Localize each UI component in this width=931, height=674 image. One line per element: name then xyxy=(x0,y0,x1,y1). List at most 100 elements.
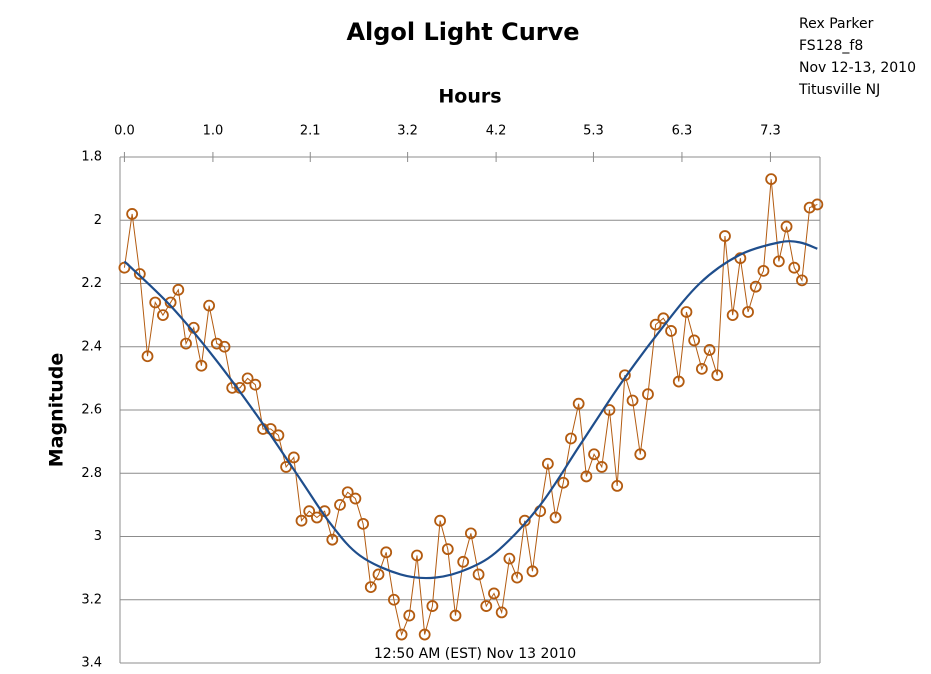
data-point xyxy=(665,325,677,337)
data-point xyxy=(811,198,824,211)
annotation: FS128_f8 xyxy=(799,38,863,54)
data-point xyxy=(796,274,808,287)
data-point xyxy=(695,362,708,375)
data-point xyxy=(649,318,662,331)
y-tick-label: 2.6 xyxy=(81,403,102,418)
data-point xyxy=(364,581,377,593)
data-point xyxy=(557,476,570,489)
x-tick-label: 3.2 xyxy=(397,124,418,139)
data-point xyxy=(618,369,631,382)
data-point xyxy=(441,543,454,556)
data-point xyxy=(742,306,754,318)
data-point xyxy=(426,600,439,612)
data-point xyxy=(272,429,285,442)
data-point xyxy=(526,565,539,578)
data-point xyxy=(749,280,762,293)
y-tick-label: 2.8 xyxy=(81,466,102,481)
data-point xyxy=(626,394,639,407)
data-point xyxy=(464,527,477,540)
y-axis-title: Magnitude xyxy=(46,353,68,467)
data-point xyxy=(349,492,362,505)
data-point xyxy=(565,432,577,445)
data-point xyxy=(164,296,177,309)
data-point xyxy=(449,609,462,622)
data-point xyxy=(580,470,593,483)
data-point xyxy=(210,337,223,350)
data-point xyxy=(511,571,523,584)
data-point xyxy=(495,606,508,619)
data-point xyxy=(488,587,500,600)
data-point xyxy=(642,388,654,401)
x-tick-label: 4.2 xyxy=(486,124,507,139)
data-point xyxy=(634,448,647,461)
data-point xyxy=(287,451,300,464)
data-point xyxy=(295,514,308,527)
data-point xyxy=(595,461,608,473)
y-tick-label: 3 xyxy=(94,529,102,544)
data-point xyxy=(603,404,616,416)
data-point xyxy=(126,208,139,220)
data-point xyxy=(765,173,778,186)
data-point xyxy=(788,261,801,274)
data-point xyxy=(726,309,739,322)
x-axis-title: Hours xyxy=(438,86,501,108)
y-tick-label: 2 xyxy=(94,213,102,228)
data-point xyxy=(218,340,231,353)
data-point xyxy=(380,546,393,559)
x-tick-label: 7.3 xyxy=(760,124,781,139)
data-point xyxy=(549,511,562,524)
data-point xyxy=(434,514,446,527)
data-point xyxy=(141,350,154,363)
data-point xyxy=(457,555,470,568)
data-point xyxy=(518,514,531,527)
data-point xyxy=(203,299,216,312)
x-tick-label: 0.0 xyxy=(114,124,135,139)
data-point xyxy=(757,264,770,277)
data-point xyxy=(133,268,146,280)
y-tick-label: 3.2 xyxy=(81,592,102,607)
x-tick-label: 6.3 xyxy=(672,124,693,139)
data-point xyxy=(541,457,554,470)
data-point xyxy=(472,568,485,581)
data-point xyxy=(403,609,416,622)
data-point xyxy=(157,309,169,322)
data-point xyxy=(719,230,731,242)
annotation: Titusville NJ xyxy=(798,82,880,98)
annotation: Rex Parker xyxy=(799,16,874,32)
data-point xyxy=(711,369,724,382)
x-tick-label: 2.1 xyxy=(300,124,321,139)
data-point xyxy=(387,593,400,606)
data-point xyxy=(411,549,423,562)
data-point xyxy=(588,448,600,461)
y-tick-label: 1.8 xyxy=(81,150,102,165)
data-point xyxy=(480,600,493,612)
data-point xyxy=(149,296,162,309)
data-point xyxy=(357,517,369,530)
data-point xyxy=(680,306,693,318)
annotation: Nov 12-13, 2010 xyxy=(799,60,916,76)
data-point xyxy=(772,255,785,268)
chart-title: Algol Light Curve xyxy=(346,18,579,46)
y-tick-label: 2.4 xyxy=(81,339,102,354)
series-line xyxy=(123,179,818,637)
data-point xyxy=(241,372,254,385)
annotations: Rex Parker FS128_f8 Nov 12-13, 2010 Titu… xyxy=(798,16,916,98)
data-point xyxy=(303,505,316,518)
data-point xyxy=(341,486,354,499)
data-point xyxy=(611,479,624,492)
data-point xyxy=(418,628,431,641)
data-point xyxy=(334,498,346,511)
data-point xyxy=(780,220,793,233)
data-point xyxy=(311,511,323,524)
data-point xyxy=(172,283,185,296)
series-line xyxy=(123,240,818,580)
data-point xyxy=(703,344,716,356)
data-point xyxy=(180,337,192,350)
x-tick-label: 5.3 xyxy=(583,124,604,139)
data-point xyxy=(572,397,585,410)
data-point xyxy=(395,628,408,641)
y-tick-label: 3.4 xyxy=(81,656,102,671)
data-point xyxy=(249,378,262,391)
data-point xyxy=(803,201,816,214)
